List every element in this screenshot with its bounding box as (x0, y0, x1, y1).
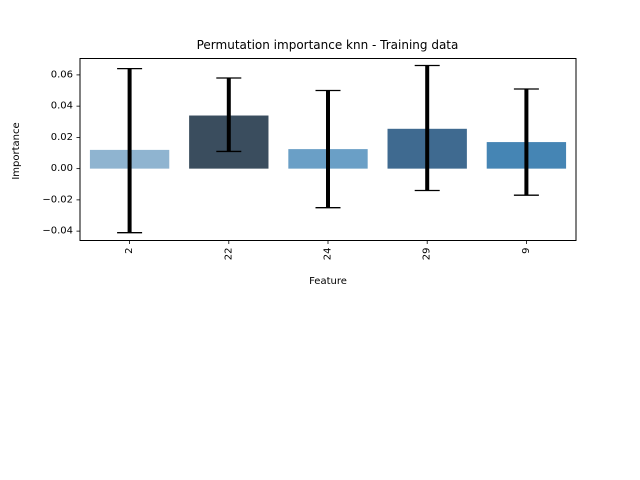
y-axis-label: Importance (11, 122, 22, 179)
x-axis-label: Feature (309, 276, 347, 287)
y-axis: −0.04 −0.02 0.00 0.02 0.04 0.06 (42, 69, 80, 237)
y-tick-label: −0.02 (42, 194, 73, 205)
x-tick-label-2: 2 (124, 248, 135, 254)
x-tick-label-9: 9 (521, 248, 532, 254)
errorbars-layer (117, 64, 539, 234)
y-tick-label: 0.04 (51, 101, 73, 112)
chart-title: Permutation importance knn - Training da… (197, 38, 459, 52)
y-tick-label: 0.00 (51, 163, 73, 174)
y-tick-label: 0.02 (51, 132, 73, 143)
y-tick-label: 0.06 (51, 69, 73, 80)
x-tick-label-24: 24 (323, 248, 334, 261)
y-tick-label: −0.04 (42, 226, 73, 237)
x-tick-label-22: 22 (223, 248, 234, 261)
x-tick-label-29: 29 (422, 248, 433, 261)
x-axis: 2 22 24 29 9 (124, 240, 532, 261)
